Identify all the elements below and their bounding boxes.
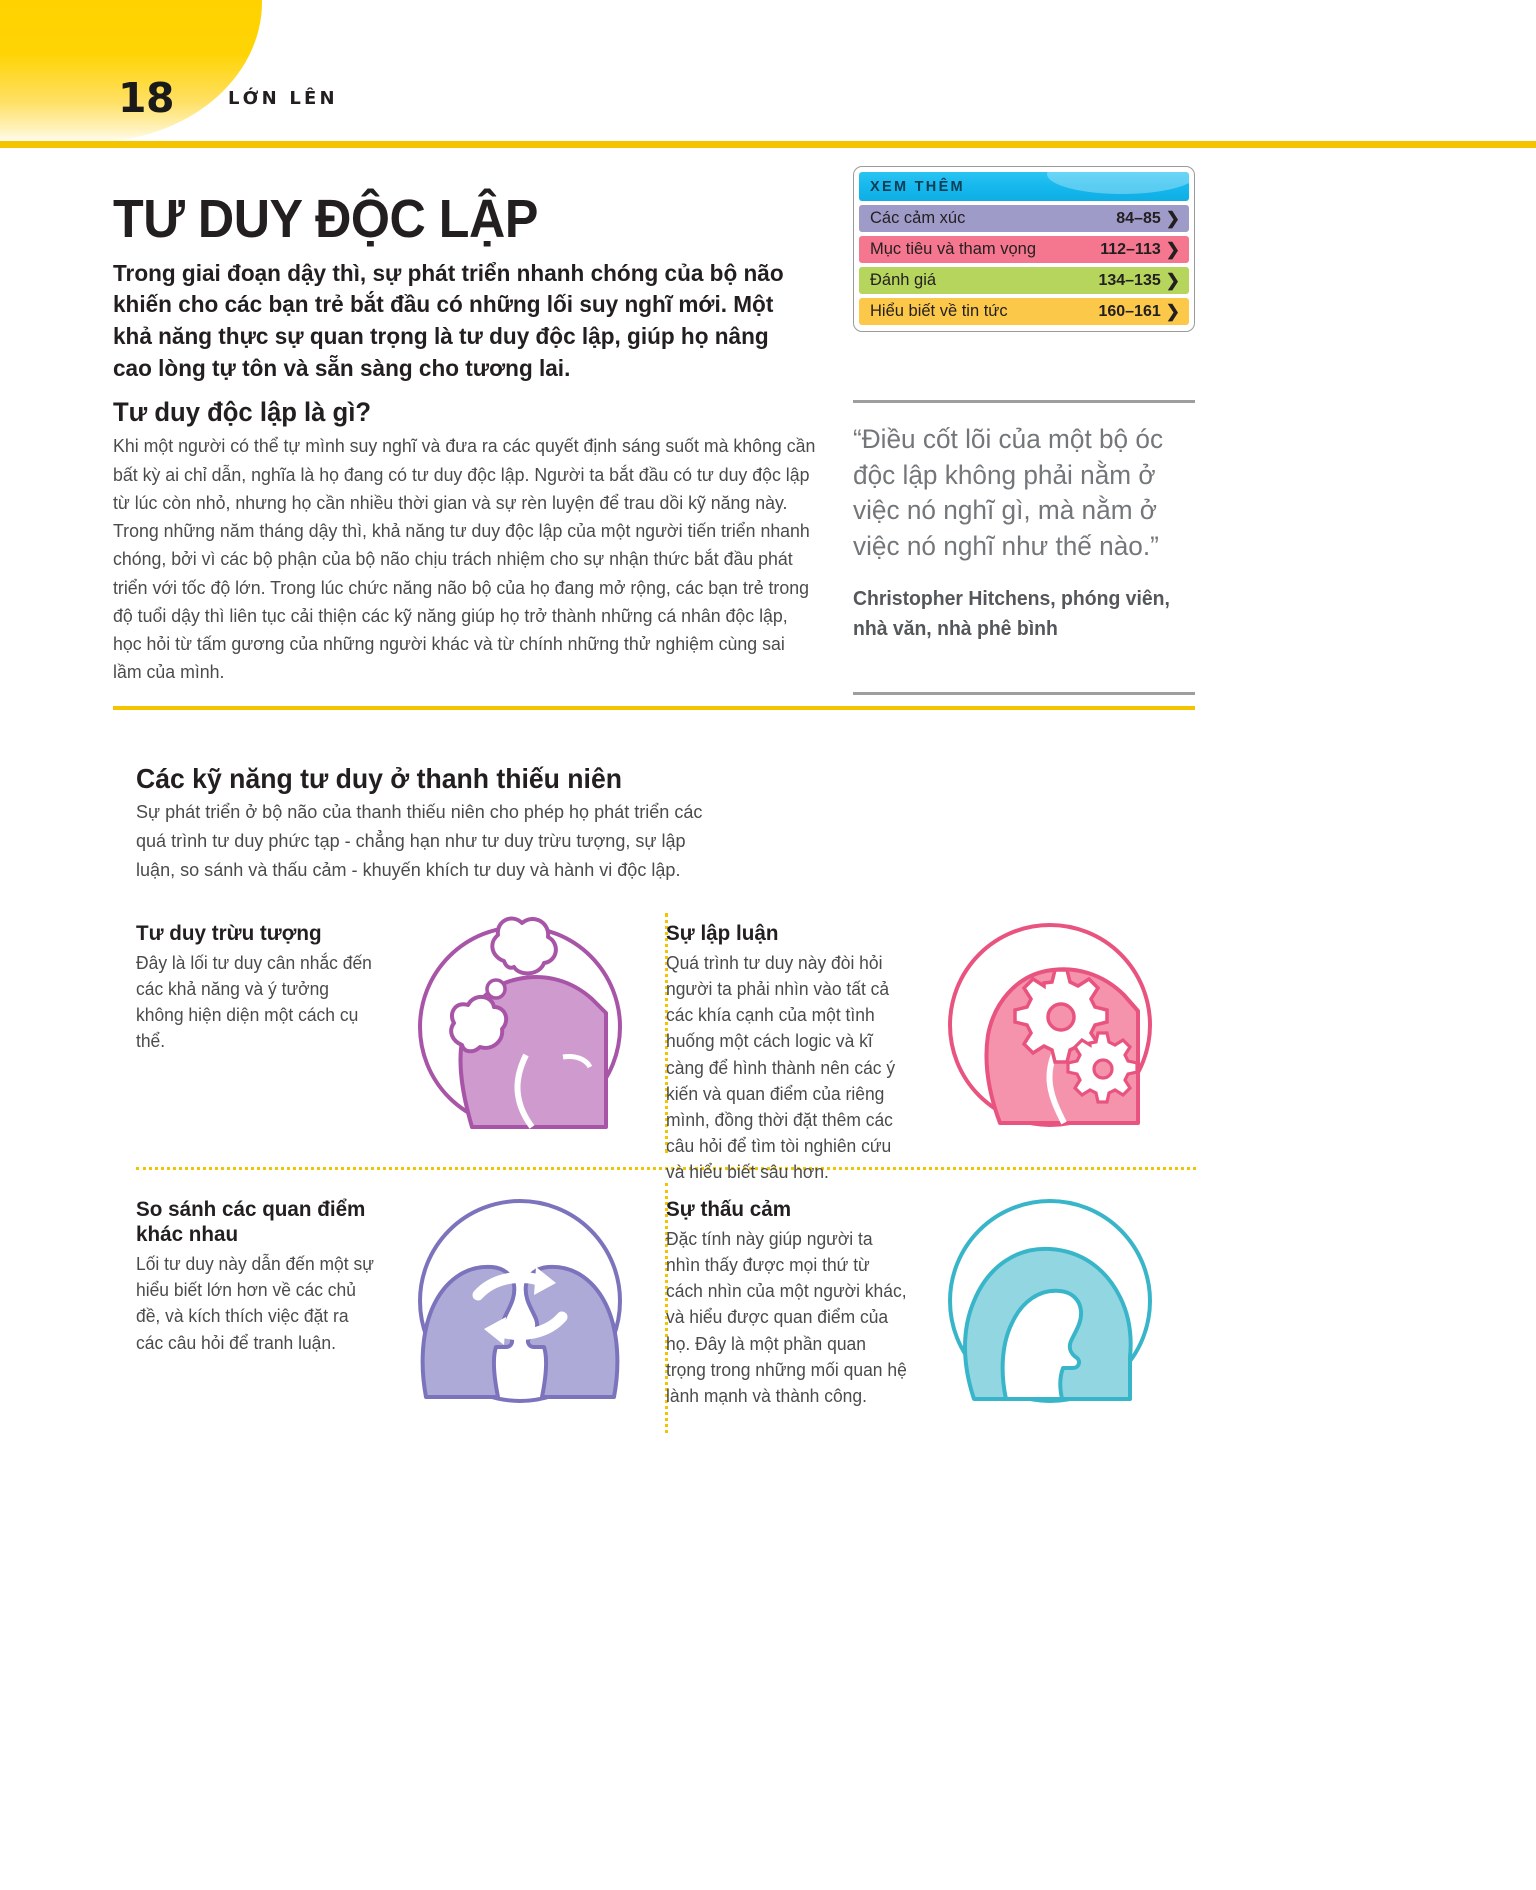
see-also-heading-label: XEM THÊM (870, 178, 965, 195)
see-also-pages: 84–85 ❯ (1116, 208, 1180, 228)
quote-text: “Điều cốt lõi của một bộ óc độc lập khôn… (853, 424, 1164, 561)
card-divider-vertical-top (665, 913, 668, 1153)
chevron-right-icon: ❯ (1165, 301, 1180, 321)
skills-section-intro: Sự phát triển ở bộ não của thanh thiếu n… (136, 800, 703, 880)
see-also-row[interactable]: Các cảm xúc 84–85 ❯ (859, 205, 1189, 232)
card-divider-horizontal (136, 1167, 1196, 1170)
quote-top-rule (853, 400, 1195, 403)
pull-quote: “Điều cốt lõi của một bộ óc độc lập khôn… (853, 400, 1195, 644)
card-title: Tư duy trừu tượng (136, 921, 322, 945)
card-row: So sánh các quan điểm khác nhau Lối tư d… (136, 1181, 1196, 1439)
see-also-pages: 112–113 ❯ (1100, 239, 1180, 259)
page-title: TƯ DUY ĐỘC LẬP (113, 189, 538, 250)
card-body: Lối tư duy này dẫn đến một sự hiểu biết … (136, 1254, 374, 1353)
head-with-thought-clouds-icon (400, 905, 640, 1145)
skill-card-comparing-viewpoints: So sánh các quan điểm khác nhau Lối tư d… (136, 1181, 666, 1439)
card-title: Sự lập luận (666, 921, 779, 945)
see-also-pages: 134–135 ❯ (1098, 270, 1180, 290)
page-number: 18 (118, 74, 175, 122)
chevron-right-icon: ❯ (1165, 208, 1180, 228)
see-also-label: Hiểu biết về tin tức (870, 302, 1008, 320)
chevron-right-icon: ❯ (1165, 270, 1180, 290)
two-heads-with-arrows-icon (400, 1181, 640, 1421)
see-also-label: Mục tiêu và tham vọng (870, 240, 1036, 258)
page-header: 18 LỚN LÊN (0, 0, 1536, 152)
see-also-box: XEM THÊM Các cảm xúc 84–85 ❯ Mục tiêu và … (853, 166, 1195, 332)
card-body: Quá trình tư duy này đòi hỏi người ta ph… (666, 953, 896, 1182)
skill-card-abstract-thinking: Tư duy trừu tượng Đây là lối tư duy cân … (136, 905, 666, 1163)
card-body: Đặc tính này giúp người ta nhìn thấy đượ… (666, 1229, 907, 1406)
see-also-row[interactable]: Đánh giá 134–135 ❯ (859, 267, 1189, 294)
head-with-gears-icon (930, 905, 1170, 1145)
chevron-right-icon: ❯ (1165, 239, 1180, 259)
skill-card-reasoning: Sự lập luận Quá trình tư duy này đòi hỏi… (666, 905, 1196, 1182)
body-paragraph: Khi một người có thể tự mình suy nghĩ và… (113, 435, 816, 683)
card-row: Tư duy trừu tượng Đây là lối tư duy cân … (136, 905, 1196, 1182)
card-divider-vertical-bottom (665, 1183, 668, 1433)
skill-card-empathy: Sự thấu cảm Đặc tính này giúp người ta n… (666, 1181, 1196, 1439)
card-title: Sự thấu cảm (666, 1197, 792, 1221)
see-also-heading-bar: XEM THÊM (859, 172, 1189, 201)
see-also-pages: 160–161 ❯ (1098, 301, 1180, 321)
see-also-label: Đánh giá (870, 271, 937, 289)
skills-section-heading: Các kỹ năng tư duy ở thanh thiếu niên (136, 763, 622, 795)
section-divider (113, 706, 1195, 710)
two-heads-overlapping-icon (930, 1181, 1170, 1421)
card-title: So sánh các quan điểm khác nhau (136, 1197, 366, 1247)
header-rule (0, 141, 1536, 148)
intro-paragraph: Trong giai đoạn dậy thì, sự phát triển n… (113, 259, 784, 382)
quote-bottom-rule (853, 692, 1195, 695)
see-also-label: Các cảm xúc (870, 209, 966, 227)
see-also-row[interactable]: Hiểu biết về tin tức 160–161 ❯ (859, 298, 1189, 325)
skills-card-grid: Tư duy trừu tượng Đây là lối tư duy cân … (136, 905, 1196, 1439)
card-body: Đây là lối tư duy cân nhắc đến các khả n… (136, 953, 372, 1052)
section-subhead: Tư duy độc lập là gì? (113, 397, 371, 428)
running-head: LỚN LÊN (228, 88, 338, 109)
see-also-row[interactable]: Mục tiêu và tham vọng 112–113 ❯ (859, 236, 1189, 263)
quote-attribution: Christopher Hitchens, phóng viên, nhà vă… (853, 587, 1170, 640)
